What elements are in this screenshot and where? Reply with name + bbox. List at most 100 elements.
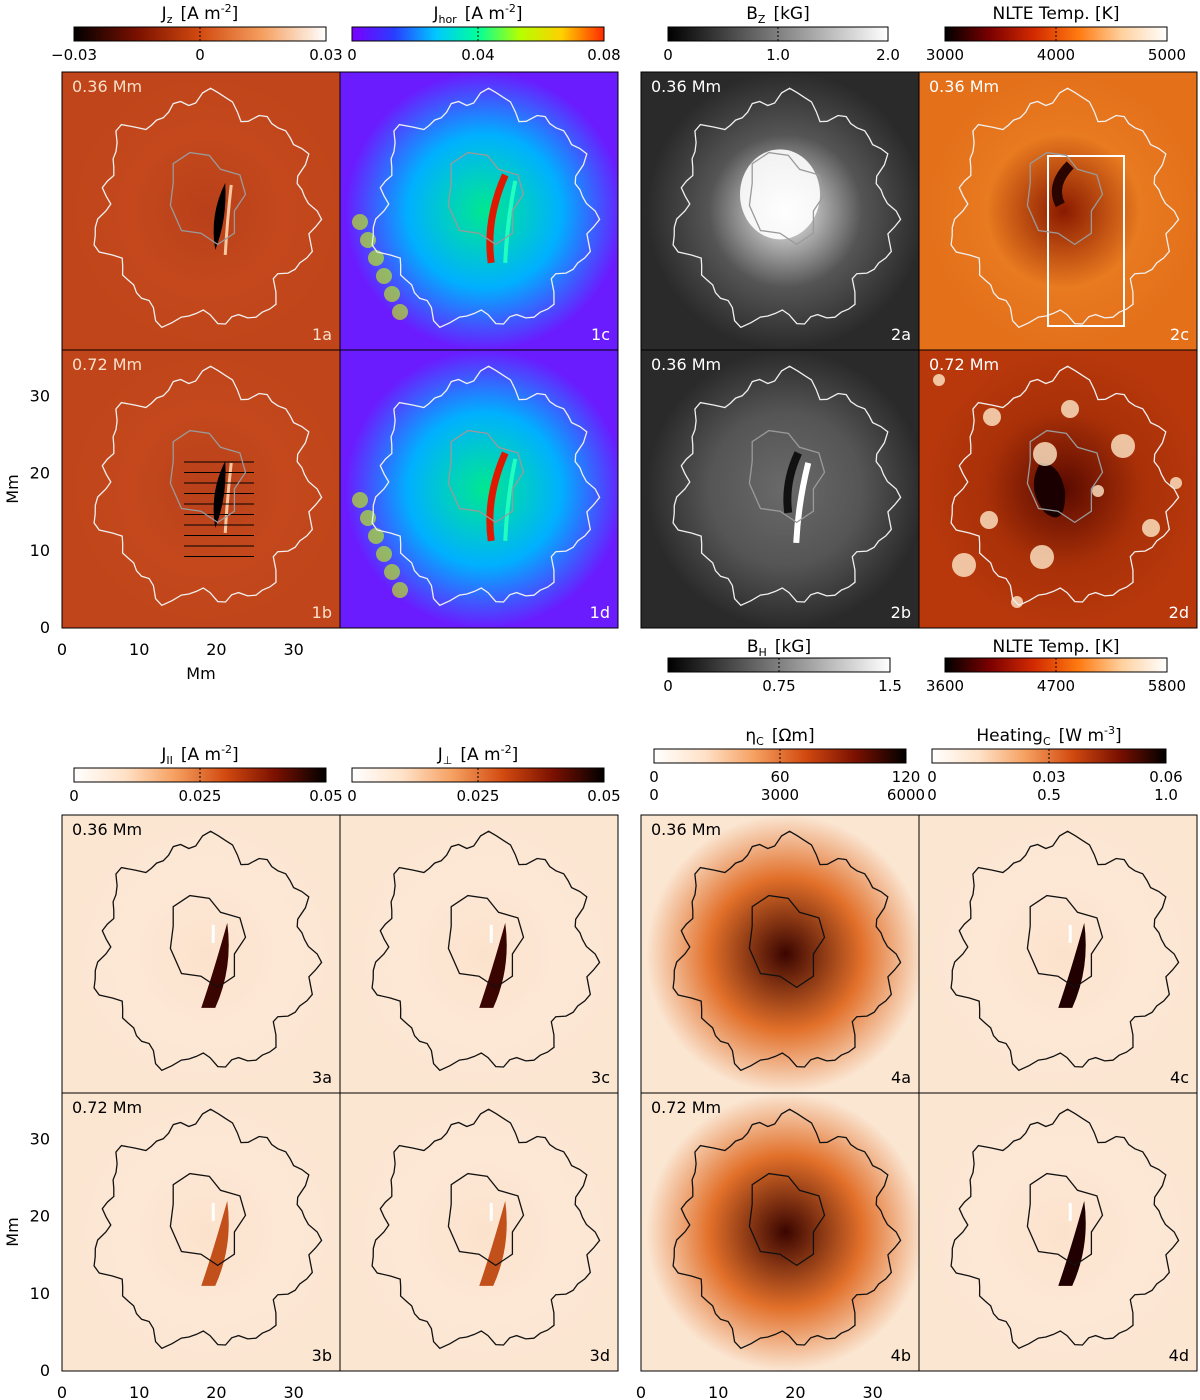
x-tick-label: 20 [785, 1383, 805, 1400]
cool-region [1033, 462, 1066, 518]
colorbar-gradient [73, 767, 327, 783]
x-tick-label: 0 [636, 1383, 646, 1400]
penumbra-contour [93, 87, 323, 329]
panel-image [62, 815, 340, 1093]
blob [352, 214, 368, 230]
colorbar-title: Jz [A m-2] [161, 2, 239, 26]
panel-image [340, 72, 618, 350]
colorbar-tick-secondary: 0 [927, 786, 937, 804]
colorbars: Jz [A m-2] −0.03 0 0.03 Jhor [A m-2] 0 0.04 0.08 B… [51, 2, 1186, 805]
panel-id: 2a [891, 325, 911, 344]
cb-nlte1: NLTE Temp. [K] 3000 4000 5000 [926, 4, 1186, 64]
current-streak [201, 922, 229, 1008]
colorbar-tick: 1.0 [766, 46, 790, 64]
height-label: 0.36 Mm [72, 77, 142, 96]
cb-nlte2: NLTE Temp. [K] 3600 4700 5800 [926, 637, 1186, 695]
panel-id: 4d [1169, 1346, 1189, 1365]
cool-region [1051, 161, 1074, 208]
colorbar-gradient [931, 748, 1167, 764]
height-label: 0.72 Mm [929, 355, 999, 374]
colorbar-tick: 120 [892, 768, 921, 786]
blob [384, 286, 400, 302]
colorbar-title: JII [A m-2] [160, 743, 238, 767]
blob [352, 492, 368, 508]
x-tick-label: 0 [57, 640, 67, 659]
bright-grain [1030, 545, 1054, 569]
colorbar-title: NLTE Temp. [K] [993, 637, 1120, 657]
panel-1b: 0.72 Mm 1b [61, 349, 341, 629]
blob [384, 564, 400, 580]
colorbar-tick-secondary: 3000 [761, 786, 799, 804]
cb-bh: BH [kG] 0 0.75 1.5 [663, 637, 902, 695]
horizontal-field-dark [783, 451, 802, 514]
y-tick-label: 30 [30, 1129, 50, 1148]
penumbra-contour [950, 830, 1180, 1072]
colorbar-tick: 0.03 [309, 46, 342, 64]
colorbar-tick: 4700 [1037, 677, 1075, 695]
colorbar-tick: 60 [770, 768, 789, 786]
panel-id: 4a [891, 1068, 911, 1087]
cb-jpar: JII [A m-2] 0 0.025 0.05 [69, 743, 342, 805]
cb-eta: ηC [Ωm] 0 60 120 0 3000 6000 [649, 726, 925, 804]
panel-id: 3a [312, 1068, 332, 1087]
current-streak [486, 173, 509, 264]
colorbar-tick: 0.75 [762, 677, 795, 695]
umbra-contour [748, 151, 826, 246]
colorbar-tick-secondary: 0.5 [1037, 786, 1061, 804]
panel-id: 2c [1170, 325, 1189, 344]
colorbar-title: HeatingC [W m-3] [976, 724, 1121, 748]
cb-jz: Jz [A m-2] −0.03 0 0.03 [51, 2, 343, 64]
colorbar-tick: 5800 [1148, 677, 1186, 695]
colorbar-tick: 5000 [1148, 46, 1186, 64]
panel-4c: 4c [918, 814, 1198, 1094]
penumbra-contour [93, 830, 323, 1072]
blob [376, 546, 392, 562]
current-streak [213, 182, 226, 250]
colorbar-title: ηC [Ωm] [745, 726, 814, 748]
umbra-contour [447, 429, 525, 524]
bright-grain [1142, 519, 1160, 537]
colorbar-tick-secondary: 6000 [887, 786, 925, 804]
blob [392, 582, 408, 598]
panel-frame [339, 1092, 619, 1372]
penumbra-contour [93, 1108, 323, 1350]
current-streak [213, 460, 226, 528]
panel-frame [918, 349, 1198, 629]
panel-image [919, 72, 1197, 350]
panel-4d: 4d [918, 1092, 1198, 1372]
umbra-contour [748, 894, 826, 989]
panel-3c: 3c [339, 814, 619, 1094]
panel-id: 1b [312, 603, 332, 622]
panel-1c: 1c [339, 71, 619, 351]
y-tick-label: 0 [40, 1361, 50, 1380]
umbra-contour [169, 429, 247, 524]
x-tick-label: 10 [129, 640, 149, 659]
panel-id: 4b [891, 1346, 911, 1365]
height-label: 0.36 Mm [651, 355, 721, 374]
panels: 0.36 Mm 1a 1c 0.36 Mm 2a 0.36 Mm 2c 0.72 Mm 1b 1d… [61, 71, 1198, 1372]
penumbra-contour [950, 87, 1180, 329]
panel-image [919, 1093, 1197, 1371]
colorbar-tick: 0 [195, 46, 205, 64]
panel-frame [918, 1092, 1198, 1372]
penumbra-contour [950, 365, 1180, 607]
x-tick-label: 10 [129, 1383, 149, 1400]
panel-image [62, 72, 340, 350]
height-label: 0.72 Mm [651, 1098, 721, 1117]
panel-image [340, 815, 618, 1093]
penumbra-contour [672, 830, 902, 1072]
panel-frame [339, 349, 619, 629]
panel-4b: 0.72 Mm 4b [640, 1092, 920, 1372]
height-label: 0.36 Mm [72, 820, 142, 839]
current-streak [479, 922, 507, 1008]
bright-grain [1111, 434, 1135, 458]
height-label: 0.36 Mm [651, 77, 721, 96]
panel-id: 2d [1169, 603, 1189, 622]
panel-image [340, 350, 618, 628]
umbra-contour [447, 1172, 525, 1267]
colorbar-tick: 3000 [926, 46, 964, 64]
y-tick-label: 20 [30, 464, 50, 483]
colorbar-gradient [667, 657, 891, 673]
colorbar-title: Jhor [A m-2] [432, 2, 522, 26]
panel-id: 1d [590, 603, 610, 622]
